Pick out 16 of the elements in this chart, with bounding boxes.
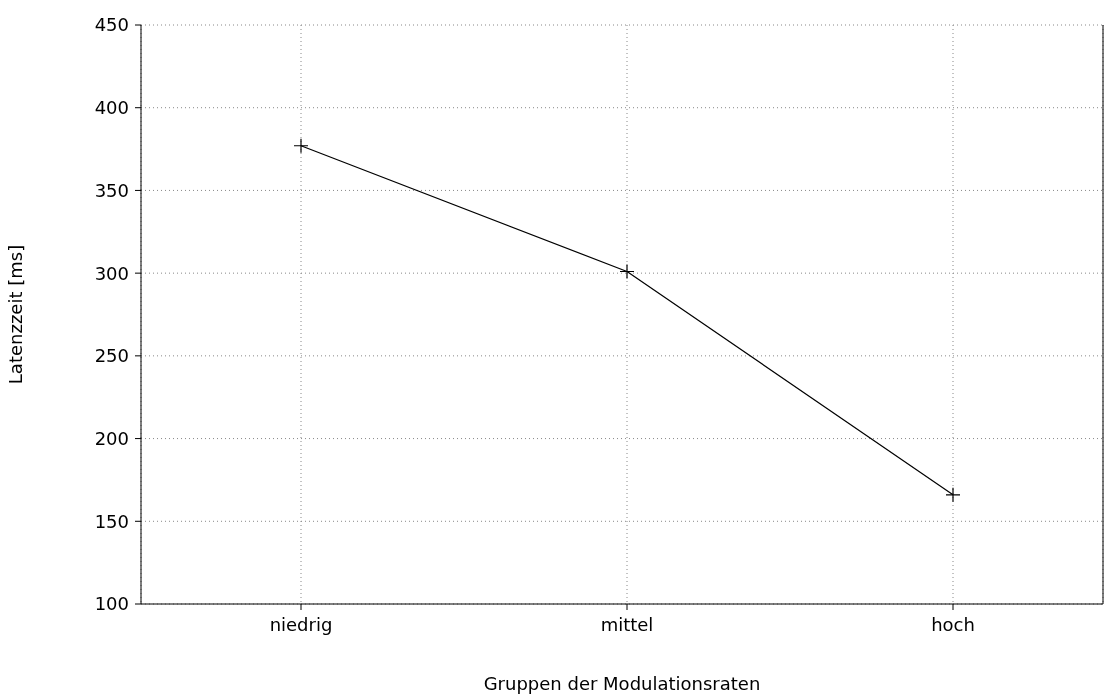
y-tick-label: 350	[94, 179, 129, 201]
y-tick-label: 300	[94, 262, 129, 284]
y-tick-label: 200	[94, 427, 129, 449]
y-tick-label: 450	[94, 14, 129, 36]
y-axis-title: Latenzzeit [ms]	[5, 244, 27, 385]
point	[945, 487, 961, 503]
y-tick-label: 250	[94, 345, 129, 367]
x-axis-title: Gruppen der Modulationsraten	[483, 673, 761, 694]
point	[619, 263, 635, 280]
point	[293, 138, 309, 154]
y-tick-label: 150	[94, 510, 129, 532]
x-tick-label: niedrig	[269, 613, 333, 635]
y-tick-label: 400	[94, 97, 129, 119]
x-tick-label: mittel	[600, 613, 654, 635]
x-tick-label: hoch	[931, 613, 975, 635]
y-tick-label: 100	[94, 593, 129, 615]
